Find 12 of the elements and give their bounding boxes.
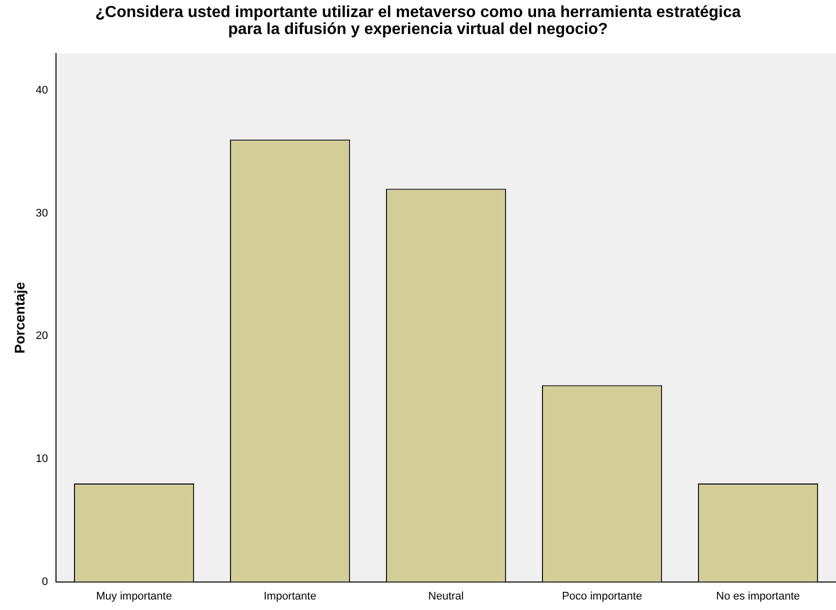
chart-title: ¿Considera usted importante utilizar el metaverso como una herramienta estratégica para la difusión y experiencia virtual del negocio?: [94, 4, 742, 40]
y-tick-label: 40: [36, 84, 48, 96]
x-tick-label: No es importante: [716, 590, 800, 602]
x-tick-label: Neutral: [428, 590, 464, 602]
y-axis-title: Porcentaje: [11, 282, 28, 354]
y-tick-label: 20: [36, 330, 48, 342]
x-tick-label: Importante: [264, 590, 316, 602]
y-tick-label: 30: [36, 207, 48, 220]
y-tick-label: 0: [42, 576, 48, 588]
x-tick-label: Poco importante: [562, 590, 642, 602]
x-tick-label: Muy importante: [96, 590, 172, 602]
y-tick-label: 10: [36, 452, 48, 465]
